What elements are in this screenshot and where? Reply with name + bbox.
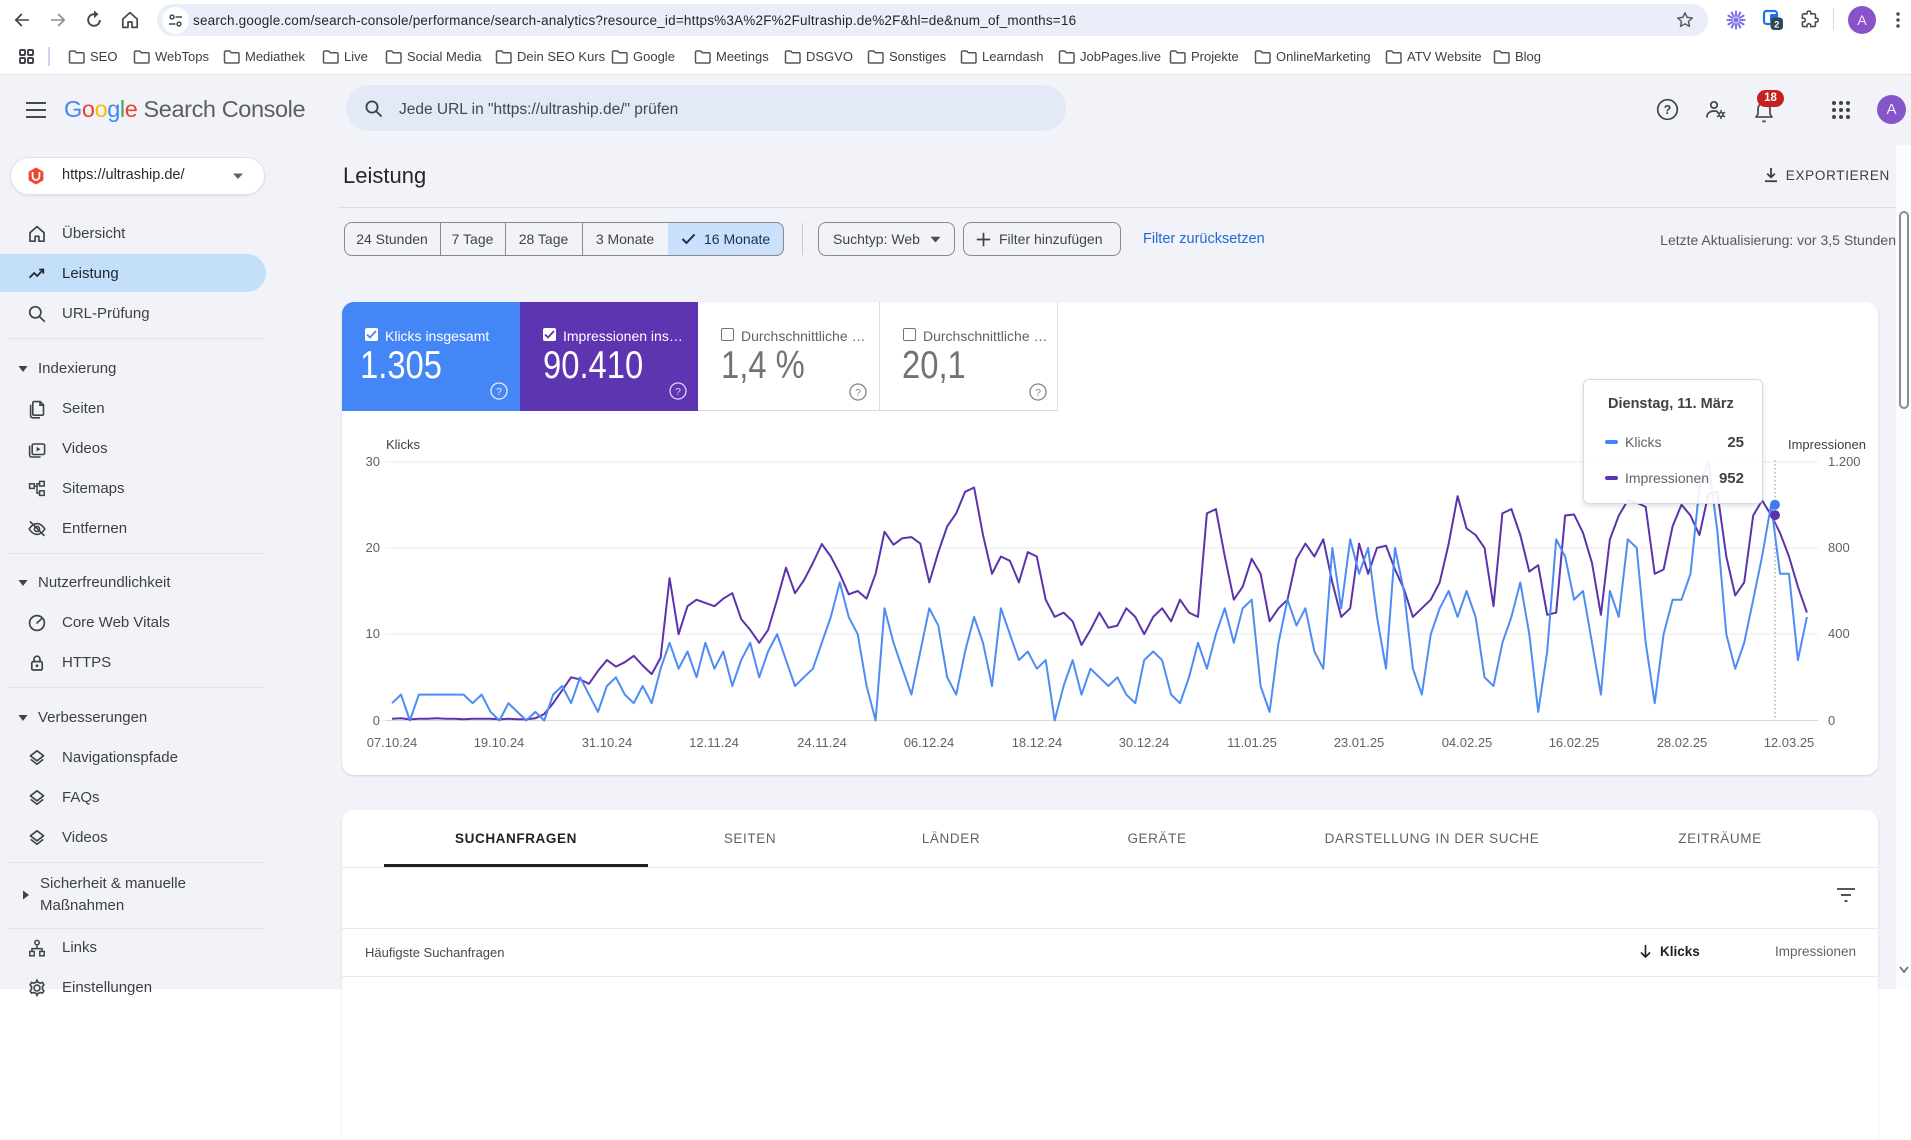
svg-text:0: 0 <box>1828 713 1835 728</box>
svg-text:2: 2 <box>1774 19 1779 29</box>
svg-text:07.10.24: 07.10.24 <box>367 735 418 750</box>
svg-text:1.200: 1.200 <box>1828 454 1861 469</box>
svg-text:28.02.25: 28.02.25 <box>1657 735 1708 750</box>
svg-text:800: 800 <box>1828 540 1850 555</box>
svg-text:24.11.24: 24.11.24 <box>797 735 847 750</box>
svg-text:12.03.25: 12.03.25 <box>1764 735 1815 750</box>
svg-text:?: ? <box>496 386 502 398</box>
svg-text:23.01.25: 23.01.25 <box>1334 735 1385 750</box>
svg-text:?: ? <box>1035 387 1041 399</box>
svg-text:10: 10 <box>366 626 380 641</box>
svg-text:30: 30 <box>366 454 380 469</box>
svg-text:31.10.24: 31.10.24 <box>582 735 633 750</box>
svg-text:?: ? <box>1664 103 1672 117</box>
svg-text:0: 0 <box>373 713 380 728</box>
svg-text:18.12.24: 18.12.24 <box>1012 735 1063 750</box>
svg-text:Klicks: Klicks <box>386 437 420 452</box>
svg-text:11.01.25: 11.01.25 <box>1227 735 1277 750</box>
svg-text:?: ? <box>675 386 681 398</box>
svg-text:19.10.24: 19.10.24 <box>474 735 525 750</box>
svg-text:Impressionen: Impressionen <box>1788 437 1866 452</box>
svg-text:16.02.25: 16.02.25 <box>1549 735 1600 750</box>
svg-text:30.12.24: 30.12.24 <box>1119 735 1170 750</box>
svg-text:20: 20 <box>366 540 380 555</box>
svg-text:12.11.24: 12.11.24 <box>689 735 739 750</box>
svg-text:06.12.24: 06.12.24 <box>904 735 955 750</box>
svg-text:?: ? <box>855 387 861 399</box>
svg-text:400: 400 <box>1828 626 1850 641</box>
svg-text:04.02.25: 04.02.25 <box>1442 735 1493 750</box>
